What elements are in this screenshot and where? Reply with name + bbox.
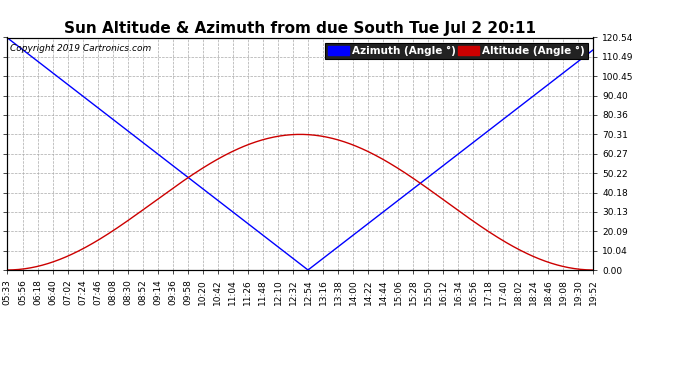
Text: Copyright 2019 Cartronics.com: Copyright 2019 Cartronics.com [10, 45, 151, 54]
Title: Sun Altitude & Azimuth from due South Tue Jul 2 20:11: Sun Altitude & Azimuth from due South Tu… [64, 21, 536, 36]
Legend: Azimuth (Angle °), Altitude (Angle °): Azimuth (Angle °), Altitude (Angle °) [325, 43, 588, 59]
